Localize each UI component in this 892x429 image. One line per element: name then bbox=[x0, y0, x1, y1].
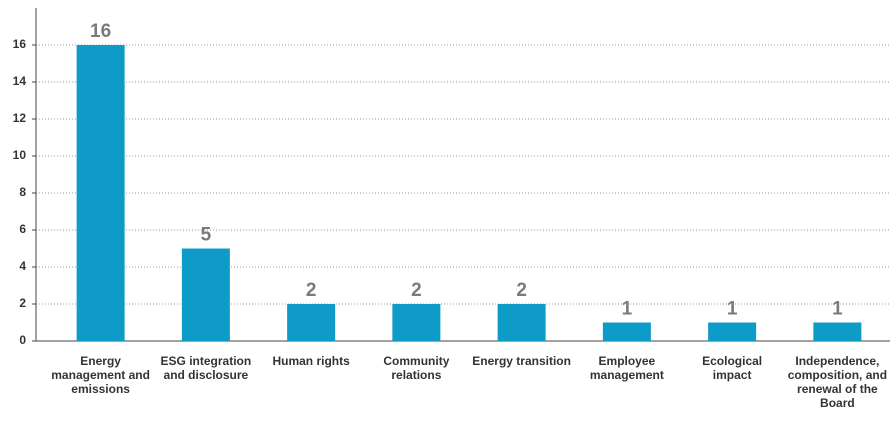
value-label: 1 bbox=[832, 299, 843, 320]
y-tick-label: 12 bbox=[13, 111, 27, 125]
bar bbox=[76, 45, 125, 341]
bar bbox=[392, 304, 441, 341]
bar bbox=[813, 322, 862, 341]
bar bbox=[708, 322, 757, 341]
bar bbox=[181, 248, 230, 341]
value-label: 5 bbox=[201, 225, 212, 246]
value-label: 16 bbox=[90, 21, 111, 42]
y-tick-label: 14 bbox=[13, 74, 27, 88]
value-label: 2 bbox=[411, 280, 422, 301]
y-tick-label: 2 bbox=[19, 296, 26, 310]
value-label: 2 bbox=[516, 280, 527, 301]
bar bbox=[287, 304, 336, 341]
x-tick-label: Independence, composition, and renewal o… bbox=[787, 354, 888, 410]
x-tick-label: Energy management and emissions bbox=[51, 354, 150, 396]
y-tick-label: 10 bbox=[13, 148, 27, 162]
x-tick-label: Community relations bbox=[383, 354, 450, 382]
x-tick-label: Employee management bbox=[589, 354, 664, 382]
x-tick-label: Human rights bbox=[272, 354, 350, 368]
x-tick-label: Ecological impact bbox=[702, 354, 763, 382]
bar bbox=[497, 304, 546, 341]
x-tick-label: ESG integration and disclosure bbox=[160, 354, 252, 382]
y-tick-label: 0 bbox=[19, 333, 26, 347]
y-tick-label: 8 bbox=[19, 185, 26, 199]
x-tick-label: Energy transition bbox=[472, 354, 571, 368]
bar bbox=[602, 322, 651, 341]
y-tick-label: 16 bbox=[13, 37, 27, 51]
value-label: 2 bbox=[306, 280, 317, 301]
value-label: 1 bbox=[727, 299, 738, 320]
y-tick-label: 6 bbox=[19, 222, 26, 236]
y-tick-label: 4 bbox=[19, 259, 26, 273]
value-label: 1 bbox=[622, 299, 633, 320]
